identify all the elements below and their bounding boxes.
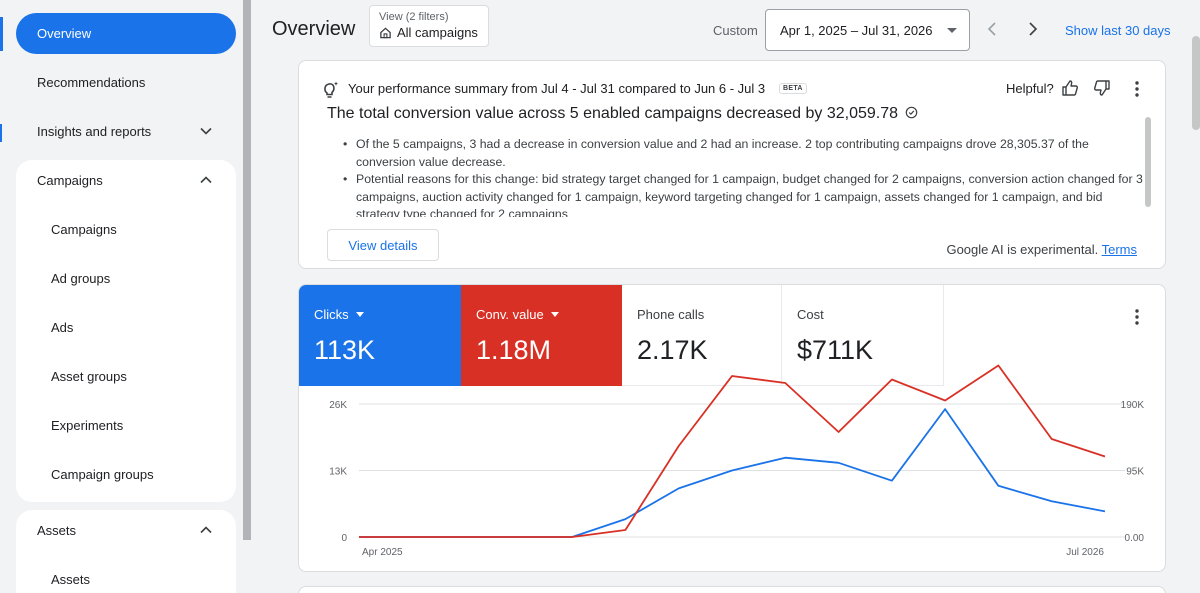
summary-bullet: Potential reasons for this change: bid s… [343,171,1143,217]
series-line-conv-value [359,364,1106,538]
lightbulb-icon [324,81,338,98]
metric-label: Conv. value [476,307,544,322]
show-last-30-days-link[interactable]: Show last 30 days [1065,23,1171,38]
sidebar-item-label: Overview [37,26,92,41]
chevron-up-icon[interactable] [199,523,213,537]
chevron-down-icon[interactable] [199,124,213,138]
dropdown-caret-icon[interactable] [550,312,559,317]
metric-tile-phone-calls[interactable]: Phone calls 2.17K [622,285,782,386]
thumbs-down-icon[interactable] [1093,79,1111,97]
sidebar-item-campaign-groups[interactable]: Campaign groups [51,467,154,482]
summary-headline-container: The total conversion value across 5 enab… [327,99,1147,126]
metric-value: 2.17K [637,335,708,365]
sidebar-group-campaigns[interactable]: Campaigns [37,173,103,188]
more-options-icon[interactable] [1135,80,1139,98]
metric-tile-conv-value[interactable]: Conv. value 1.18M [461,285,622,386]
summary-headline-text: The total conversion value across 5 enab… [327,105,899,122]
metric-label: Clicks [314,307,349,322]
next-card [298,586,1166,593]
x-axis-tick: Jul 2026 [1066,547,1104,558]
view-filter-count: View (2 filters) [379,11,449,23]
chevron-up-icon[interactable] [199,173,213,187]
y-axis-left-tick: 26K [329,400,347,411]
sidebar-item-recommendations[interactable]: Recommendations [37,75,146,90]
metric-tile-clicks[interactable]: Clicks 113K [299,285,461,386]
series-line-clicks [359,408,1106,538]
view-filter-button[interactable]: View (2 filters) All campaigns [369,5,489,47]
sidebar-item-asset-groups[interactable]: Asset groups [51,369,127,384]
ai-disclaimer-text: Google AI is experimental. [946,242,1099,257]
y-axis-left-tick: 13K [329,467,347,478]
sidebar-item-experiments[interactable]: Experiments [51,418,124,433]
metric-value: 1.18M [476,335,552,365]
thumbs-up-icon[interactable] [1061,79,1079,97]
date-range-picker[interactable]: Apr 1, 2025 – Jul 31, 2026 [765,9,970,51]
metric-label: Cost [797,307,824,322]
chevron-right-icon[interactable] [1026,20,1040,38]
main-scrollbar[interactable] [1192,36,1200,130]
dropdown-caret-icon [947,28,957,33]
sidebar-item-assets[interactable]: Assets [51,572,91,587]
chevron-left-icon[interactable] [985,20,999,38]
sidebar-item-ads[interactable]: Ads [51,320,74,335]
sidebar-group-assets[interactable]: Assets [37,523,77,538]
campaigns-group [16,160,236,502]
active-indicator [0,17,3,51]
page-title: Overview [272,18,356,40]
summary-heading: Your performance summary from Jul 4 - Ju… [348,81,766,96]
view-filter-label: All campaigns [397,25,478,40]
home-icon [380,27,391,39]
metric-value: $711K [797,335,874,365]
performance-chart-card: Clicks 113K Conv. value 1.18M Phone call… [298,284,1166,572]
helpful-label: Helpful? [1006,81,1054,96]
y-axis-right-tick: 190K [1121,400,1145,411]
performance-line-chart: 0 0.00 13K 95K 26K 190K Apr 2025 Jul 2026 [329,364,1145,558]
x-axis-tick: Apr 2025 [362,547,403,558]
beta-badge: BETA [779,83,807,94]
sidebar: Overview Recommendations Insights and re… [0,0,244,593]
metric-value: 113K [314,335,376,365]
sidebar-scrollbar[interactable] [243,0,251,540]
metric-label: Phone calls [637,307,705,322]
sidebar-item-insights[interactable]: Insights and reports [37,124,152,139]
assets-group [16,510,236,593]
y-axis-right-tick: 95K [1126,467,1144,478]
dropdown-caret-icon[interactable] [355,312,364,317]
section-indicator [0,124,2,142]
terms-link[interactable]: Terms [1101,242,1137,257]
y-axis-left-tick: 0 [341,533,347,544]
metric-tile-cost[interactable]: Cost $711K [782,285,944,386]
sidebar-item-overview[interactable]: Overview [16,13,236,54]
summary-headline: The total conversion value across 5 enab… [327,105,918,123]
performance-summary-card: Your performance summary from Jul 4 - Ju… [298,60,1166,269]
more-options-icon[interactable] [1135,308,1139,326]
date-preset-label: Custom [713,23,758,38]
info-icon[interactable] [905,106,918,119]
view-details-button[interactable]: View details [327,229,439,261]
sidebar-item-campaigns[interactable]: Campaigns [51,222,117,237]
sidebar-item-ad-groups[interactable]: Ad groups [51,271,111,286]
summary-scrollbar[interactable] [1145,117,1151,207]
y-axis-right-tick: 0.00 [1125,533,1145,544]
ai-disclaimer: Google AI is experimental. Terms [946,242,1137,257]
summary-bullet: Of the 5 campaigns, 3 had a decrease in … [343,136,1143,171]
date-range-value: Apr 1, 2025 – Jul 31, 2026 [780,22,933,38]
summary-bullet-list: Of the 5 campaigns, 3 had a decrease in … [343,136,1143,217]
